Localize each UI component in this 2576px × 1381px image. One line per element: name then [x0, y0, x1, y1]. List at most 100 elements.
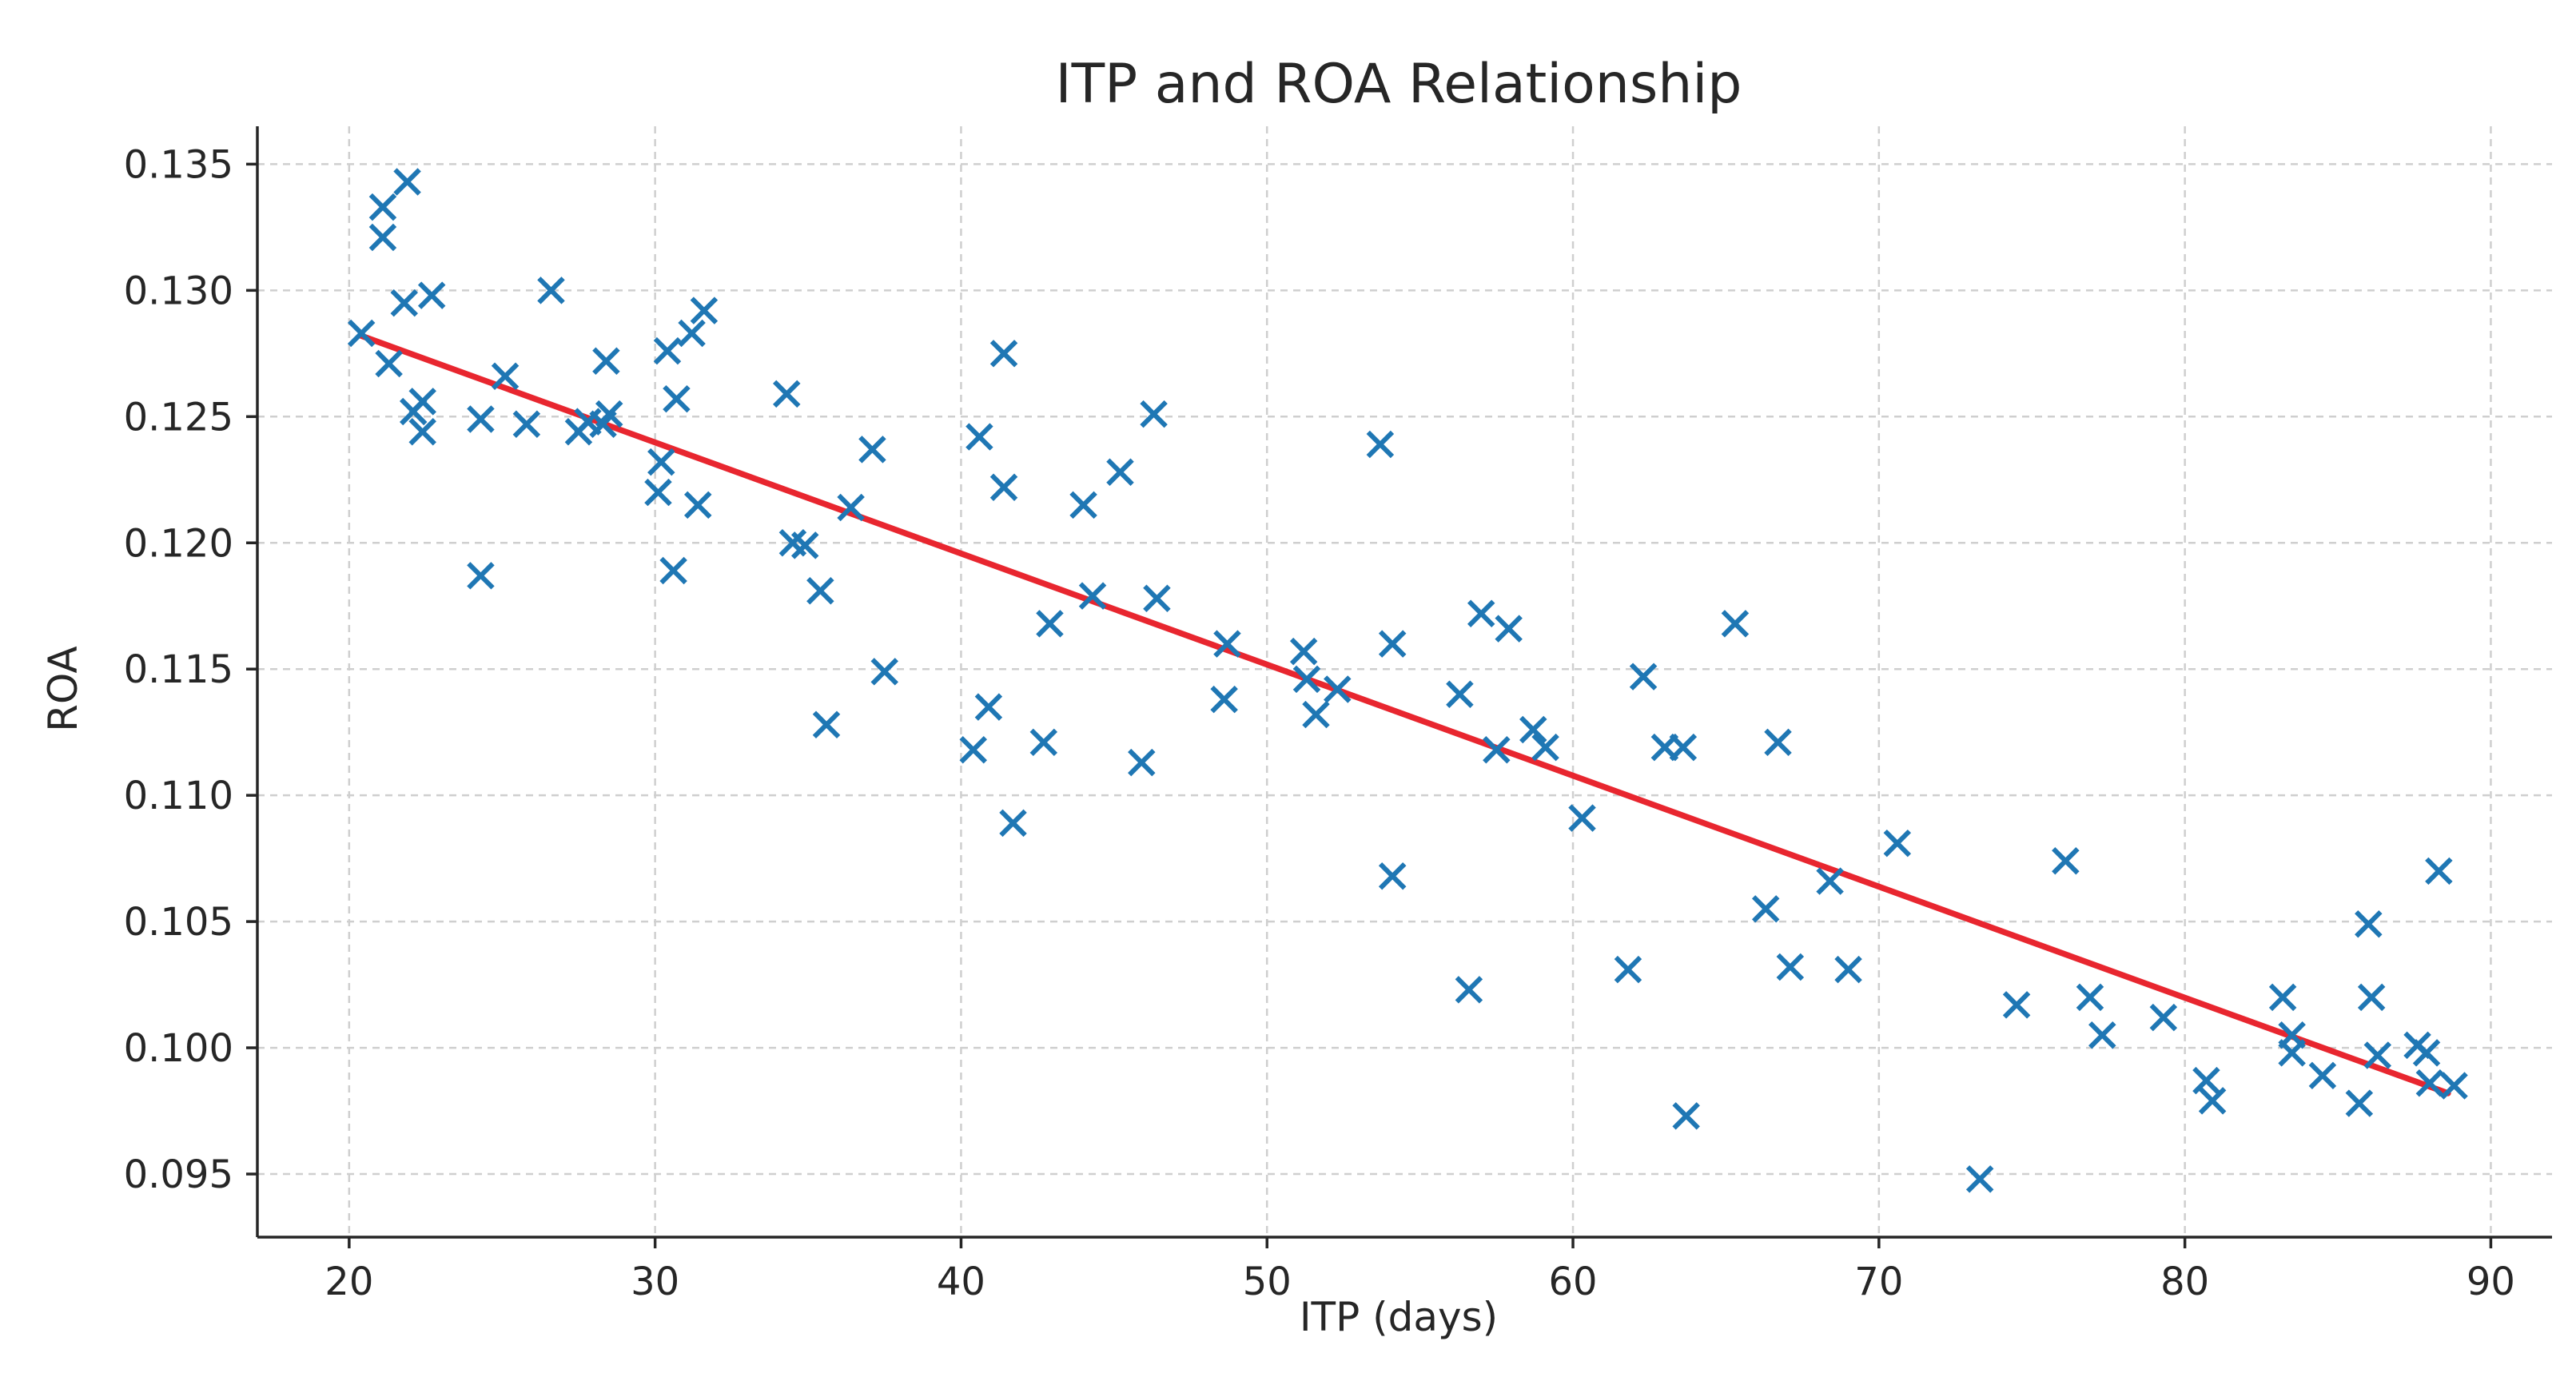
- data-point: [1446, 680, 1474, 709]
- y-tick-label: 0.105: [124, 900, 233, 945]
- data-point: [491, 362, 520, 390]
- regression-line-group: [358, 332, 2451, 1096]
- data-point: [2088, 1021, 2116, 1049]
- data-point: [2412, 1039, 2441, 1067]
- data-point: [870, 658, 898, 686]
- data-point: [1816, 867, 1844, 895]
- data-point: [2192, 1066, 2220, 1095]
- data-point: [812, 710, 841, 738]
- data-point: [512, 410, 541, 439]
- data-point: [1128, 748, 1156, 777]
- x-tick-label: 30: [631, 1260, 679, 1304]
- data-point: [644, 478, 672, 507]
- y-tick-label: 0.100: [124, 1026, 233, 1071]
- data-point: [1289, 637, 1318, 666]
- y-tick-label: 0.130: [124, 269, 233, 313]
- data-point: [368, 223, 397, 252]
- data-point: [2002, 991, 2031, 1019]
- data-point: [537, 277, 565, 304]
- y-tick-label: 0.120: [124, 521, 233, 566]
- data-point: [1078, 582, 1107, 610]
- data-point: [1143, 584, 1171, 612]
- x-tick-label: 70: [1854, 1260, 1903, 1304]
- data-point: [647, 448, 675, 476]
- axes: [246, 126, 2552, 1248]
- data-point: [678, 319, 706, 348]
- data-point: [858, 436, 886, 464]
- data-point: [1378, 862, 1407, 890]
- data-point: [2345, 1089, 2374, 1117]
- data-point: [467, 562, 495, 590]
- data-point: [1213, 630, 1241, 658]
- data-point: [1467, 599, 1495, 627]
- data-point: [1834, 955, 1862, 984]
- data-point: [1764, 728, 1792, 757]
- data-point: [999, 809, 1027, 838]
- data-point: [1672, 1102, 1700, 1130]
- data-point: [1721, 610, 1750, 638]
- data-point: [1495, 615, 1523, 643]
- y-tick-label: 0.115: [124, 647, 233, 692]
- data-point: [390, 289, 418, 317]
- data-point: [2278, 1021, 2306, 1049]
- data-point: [1965, 1165, 1994, 1193]
- chart-title: ITP and ROA Relationship: [1056, 53, 1742, 116]
- data-point: [2363, 1041, 2392, 1069]
- data-point: [1883, 829, 1912, 858]
- x-tick-label: 40: [937, 1260, 985, 1304]
- data-point: [1629, 663, 1658, 690]
- data-point: [417, 281, 446, 309]
- data-point: [1324, 675, 1352, 703]
- x-tick-label: 60: [1549, 1260, 1598, 1304]
- regression-line: [358, 332, 2451, 1096]
- data-point: [1302, 700, 1330, 729]
- data-point: [1455, 976, 1483, 1004]
- data-point: [408, 418, 436, 446]
- data-point: [2355, 910, 2383, 938]
- data-point: [2052, 847, 2080, 875]
- data-point: [393, 168, 421, 196]
- data-point: [2076, 983, 2104, 1012]
- data-point: [375, 349, 403, 378]
- data-point: [974, 693, 1003, 721]
- x-axis-label: ITP (days): [1300, 1294, 1498, 1340]
- data-point: [1210, 685, 1238, 714]
- data-point: [347, 319, 376, 348]
- y-tick-label: 0.110: [124, 774, 233, 818]
- data-point: [1650, 733, 1679, 762]
- data-point: [2415, 1069, 2444, 1097]
- data-point: [1669, 733, 1698, 762]
- data-point: [773, 380, 801, 408]
- data-point: [1140, 400, 1168, 428]
- x-tick-label: 20: [324, 1260, 373, 1304]
- data-point: [1614, 955, 1642, 984]
- data-point: [790, 531, 819, 559]
- data-point: [2440, 1072, 2468, 1100]
- data-point: [683, 491, 712, 519]
- data-point: [653, 336, 682, 365]
- data-point: [1751, 895, 1780, 923]
- scatter-points: [347, 168, 2468, 1193]
- data-point: [595, 400, 623, 428]
- data-point: [1776, 953, 1805, 981]
- data-point: [1069, 491, 1097, 519]
- y-tick-label: 0.125: [124, 395, 233, 440]
- x-tick-label: 50: [1243, 1260, 1292, 1304]
- data-point: [1366, 430, 1395, 459]
- gridlines: [257, 126, 2552, 1237]
- data-point: [1531, 733, 1559, 762]
- data-point: [837, 493, 865, 522]
- data-point: [2425, 857, 2453, 886]
- data-point: [2149, 1003, 2178, 1032]
- data-point: [989, 340, 1018, 368]
- x-tick-label: 80: [2160, 1260, 2209, 1304]
- data-point: [659, 556, 687, 585]
- data-point: [989, 473, 1018, 501]
- data-point: [663, 384, 691, 413]
- data-point: [2357, 983, 2386, 1012]
- tick-labels: 20 30 40 50 60 70 80 90 0.095 0.100 0.105 0.110 0.11…: [124, 142, 2515, 1304]
- data-point: [1378, 630, 1407, 658]
- data-point: [2268, 983, 2297, 1012]
- x-tick-label: 90: [2467, 1260, 2515, 1304]
